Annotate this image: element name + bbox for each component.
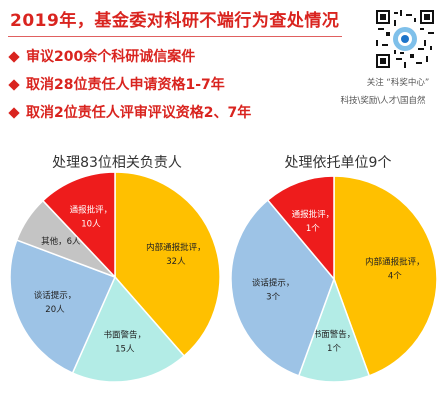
diamond-icon	[8, 50, 20, 63]
bullet-item: 审议200余个科研诚信案件	[8, 46, 195, 66]
pie-slice	[230, 199, 335, 377]
bullet-item: 取消2位责任人评审评议资格2、7年	[8, 102, 251, 122]
slice-label: 书面警告，	[104, 329, 147, 340]
slice-value-label: 4个	[388, 271, 402, 281]
pie-slice	[41, 171, 116, 279]
header: 2019年，基金委对科研不端行为查处情况 审议200余个科研诚信案件 取消28位…	[0, 0, 443, 150]
bullet-text: 取消2位责任人评审评议资格2、7年	[26, 105, 252, 121]
diamond-icon	[8, 106, 20, 119]
slice-value-label: 10人	[81, 220, 101, 230]
slice-label: 内部通报批评，	[146, 242, 206, 253]
page-title: 2019年，基金委对科研不端行为查处情况	[10, 11, 340, 31]
pie-slice	[71, 275, 186, 383]
slice-value-label: 1个	[306, 224, 320, 234]
slice-value-label: 1个	[327, 344, 341, 354]
pie-slice	[266, 175, 335, 282]
slice-label: 谈话提示，	[34, 290, 77, 301]
pie-slice	[297, 276, 371, 383]
pie-slice	[114, 171, 221, 358]
bullet-item: 取消28位责任人申请资格1-7年	[8, 74, 225, 94]
pie-slice	[9, 239, 117, 375]
qr-code-icon	[376, 10, 434, 68]
pie-slice	[333, 175, 438, 377]
slice-value-label: 20人	[45, 305, 65, 315]
chart-title-left: 处理83位相关负责人	[52, 155, 182, 171]
slice-label: 其他，6人	[41, 236, 81, 247]
title-divider	[8, 36, 342, 37]
slice-label: 谈话提示，	[252, 278, 295, 289]
diamond-icon	[8, 78, 20, 91]
bullet-text: 取消28位责任人申请资格1-7年	[26, 77, 225, 93]
slice-value-label: 15人	[115, 344, 135, 354]
slice-label: 内部通报批评，	[365, 256, 425, 267]
tags-text: 科技\奖励\人才\国自然	[340, 96, 426, 106]
slice-value-label: 3个	[266, 293, 280, 303]
slice-label: 通报批评，	[70, 205, 113, 216]
bullet-text: 审议200余个科研诚信案件	[26, 49, 196, 65]
slice-value-label: 32人	[166, 257, 186, 267]
follow-text: 关注 “科奖中心”	[366, 78, 430, 88]
slice-label: 书面警告，	[313, 329, 356, 340]
slice-label: 通报批评，	[292, 209, 335, 220]
chart-title-right: 处理依托单位9个	[284, 155, 392, 171]
